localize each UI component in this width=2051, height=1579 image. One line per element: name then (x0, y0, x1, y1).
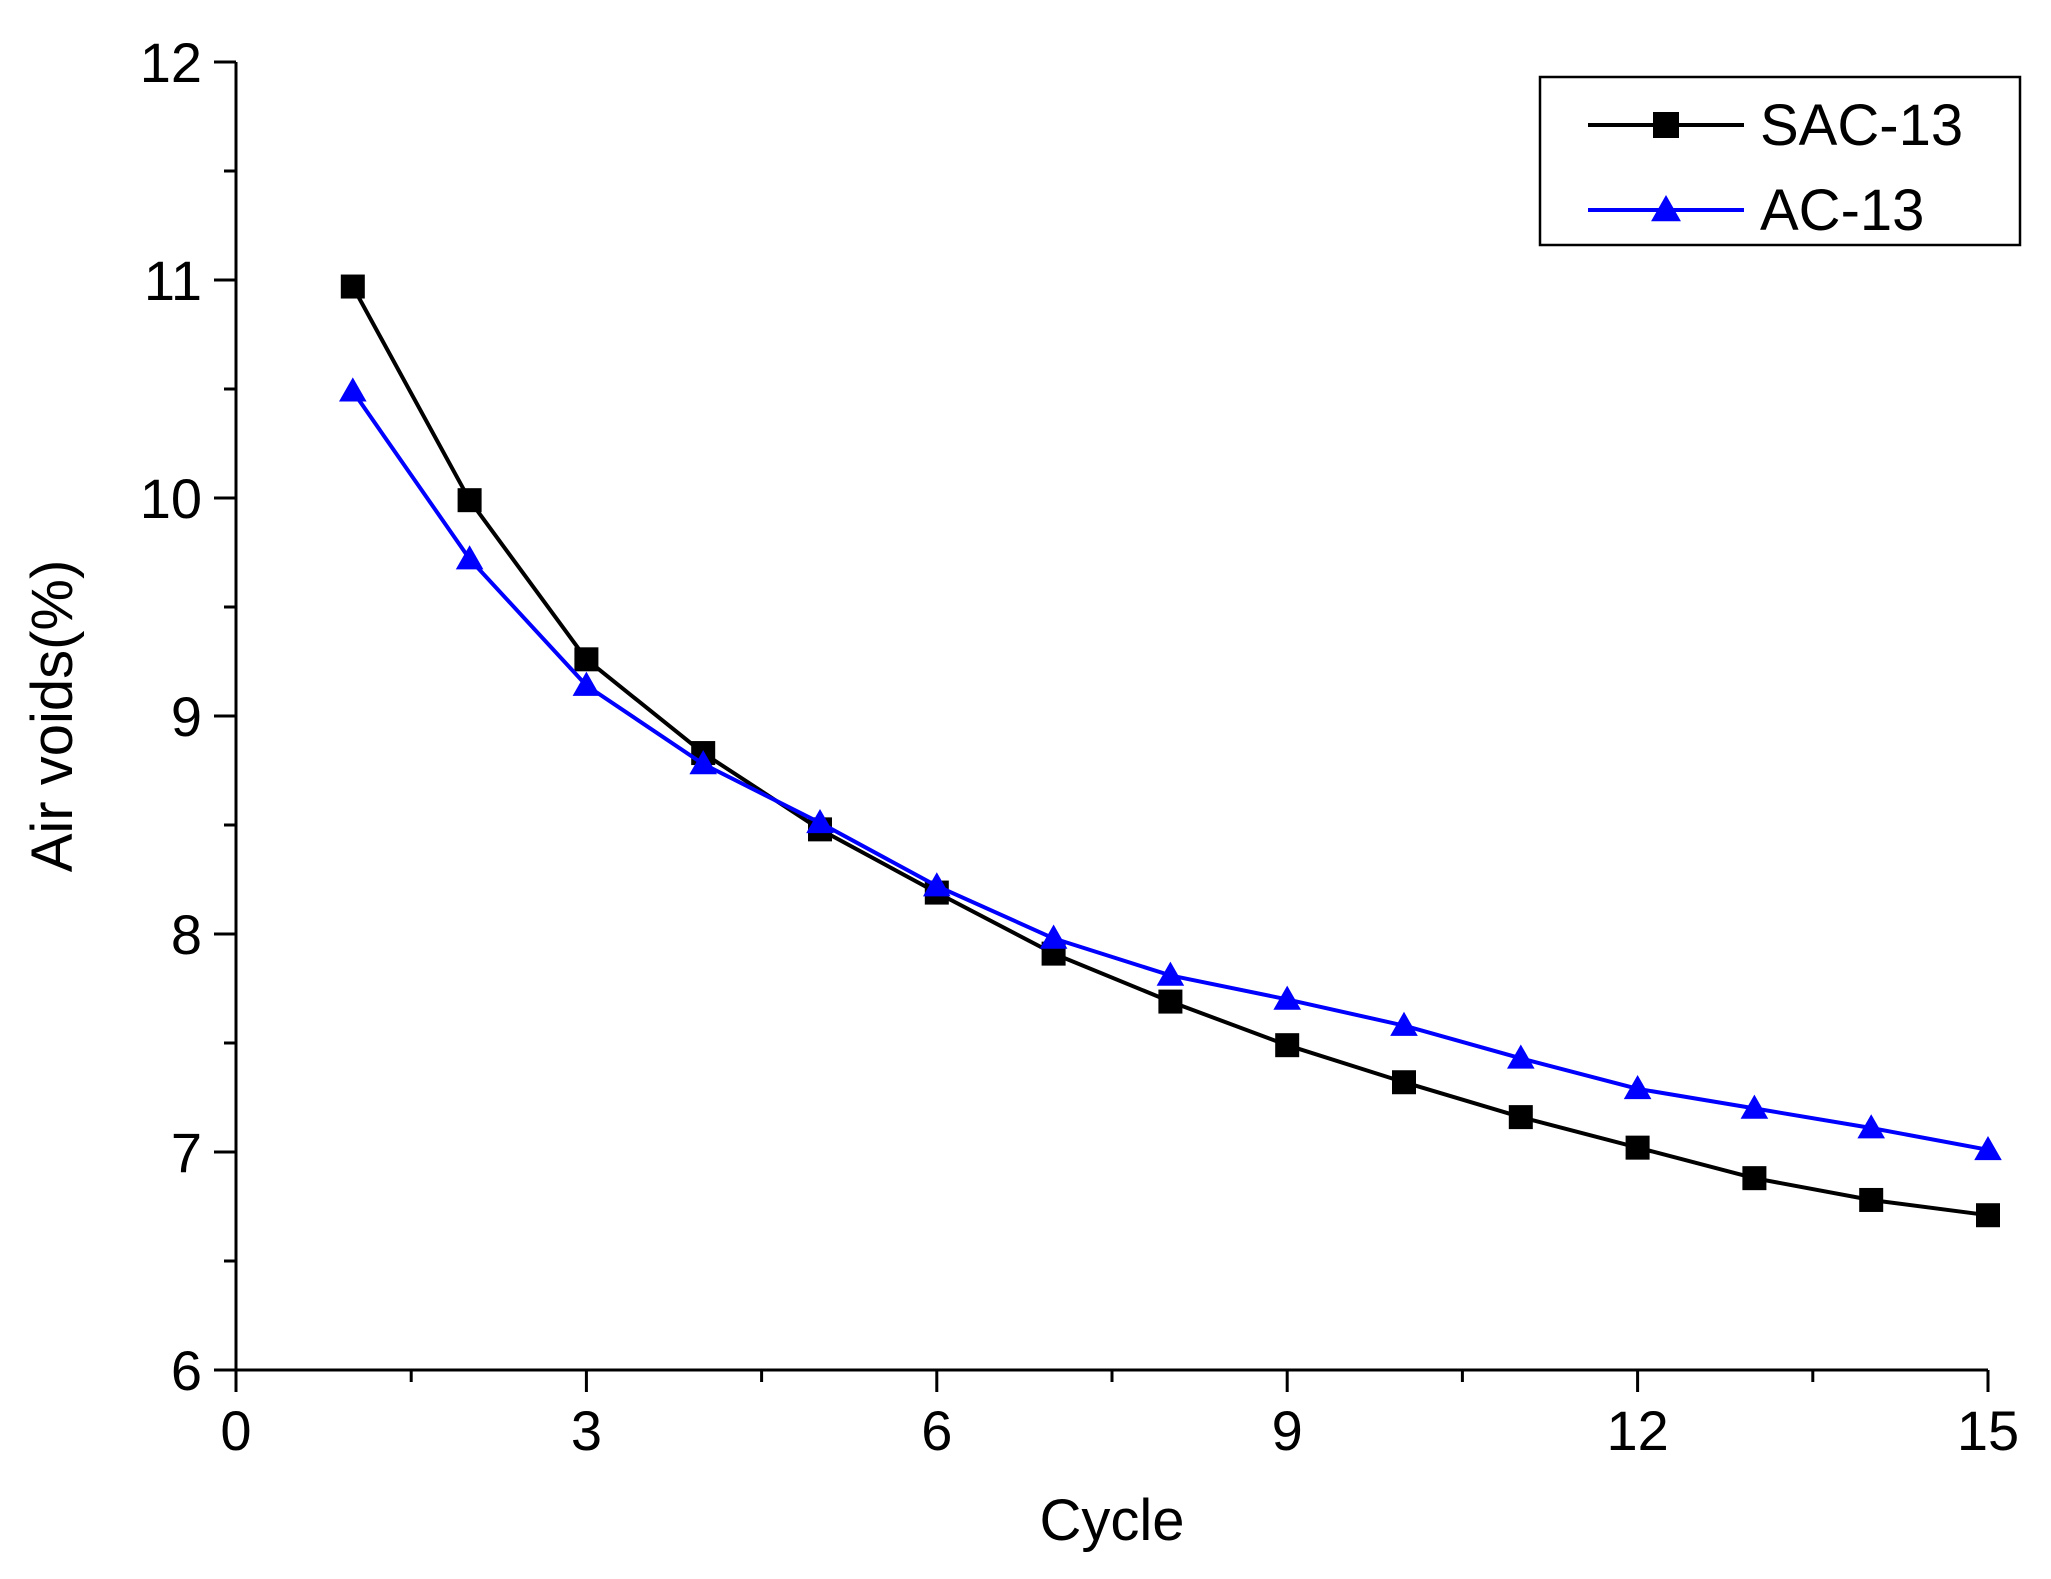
y-tick-label: 6 (171, 1339, 202, 1402)
data-point (1392, 1070, 1416, 1095)
legend-entry: AC-13 (1588, 178, 1924, 243)
series-layer (339, 274, 2002, 1228)
data-point (1507, 1044, 1535, 1069)
axes: 6 7 8 9 10 11 12 0 3 6 9 12 15 (140, 31, 2019, 1462)
legend-marker (1651, 195, 1681, 222)
data-point (455, 545, 484, 570)
data-point (1625, 1135, 1650, 1160)
data-point (806, 809, 834, 834)
x-tick-label: 15 (1957, 1399, 2019, 1462)
data-point (574, 647, 599, 672)
data-point (1742, 1166, 1767, 1191)
data-point (572, 671, 601, 696)
data-point (1158, 989, 1183, 1014)
data-point (1976, 1203, 2000, 1228)
data-point (1156, 961, 1185, 986)
data-point (339, 377, 367, 402)
legend-label: SAC-13 (1760, 93, 1963, 158)
data-point (1039, 924, 1068, 949)
legend-marker (1653, 112, 1679, 138)
x-tick-label: 9 (1272, 1399, 1303, 1462)
data-point (1275, 1033, 1300, 1058)
data-point (1390, 1011, 1418, 1036)
x-tick-label: 3 (571, 1399, 602, 1462)
data-point (923, 872, 951, 897)
y-tick-label: 9 (171, 685, 202, 748)
x-tick-label: 0 (220, 1399, 251, 1462)
data-point (1974, 1136, 2002, 1161)
legend-entry: SAC-13 (1588, 93, 1963, 158)
data-point (1623, 1074, 1652, 1100)
legend: SAC-13 AC-13 (1538, 75, 2022, 247)
y-tick-label: 10 (140, 467, 202, 530)
y-tick-label: 12 (140, 31, 202, 94)
data-point (1859, 1187, 1884, 1212)
legend-label: AC-13 (1760, 178, 1924, 243)
legend-box (1538, 75, 2022, 247)
data-point (1740, 1094, 1769, 1119)
y-tick-label: 11 (144, 249, 202, 312)
data-point (1273, 985, 1301, 1010)
data-point (1508, 1105, 1533, 1130)
data-point (689, 750, 717, 775)
y-tick-label: 8 (171, 903, 202, 966)
y-tick-label: 7 (171, 1121, 202, 1184)
data-point (1857, 1114, 1885, 1139)
y-axis-title: Air voids(%) (20, 560, 85, 873)
data-point (340, 274, 365, 299)
data-point (457, 488, 482, 513)
x-axis-title: Cycle (1039, 1488, 1184, 1553)
x-tick-label: 6 (921, 1399, 952, 1462)
series-ac-13 (339, 377, 2002, 1161)
x-tick-label: 12 (1606, 1399, 1668, 1462)
